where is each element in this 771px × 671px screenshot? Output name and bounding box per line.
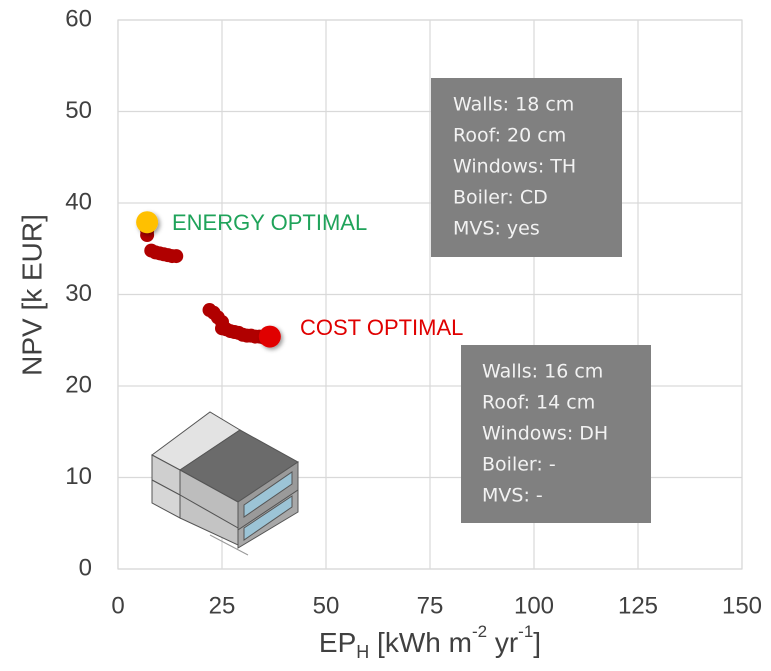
info-box — [431, 78, 622, 257]
annotation: ENERGY OPTIMAL — [172, 210, 367, 235]
info-line: Boiler: - — [482, 454, 556, 476]
point — [258, 325, 281, 348]
y-tick-label: 10 — [65, 463, 92, 490]
x-tick-label: 0 — [111, 592, 124, 619]
info-line: Walls: 16 cm — [482, 361, 603, 383]
info-box — [461, 345, 651, 523]
x-tick-label: 75 — [417, 592, 444, 619]
x-label-part: yr — [487, 627, 518, 658]
x-label-part: -1 — [518, 622, 533, 641]
info-line: Boiler: CD — [453, 187, 548, 209]
info-line: Windows: TH — [453, 156, 576, 178]
building-icon — [151, 411, 299, 556]
x-tick-label: 50 — [313, 592, 340, 619]
info-line: MVS: - — [482, 485, 543, 507]
point — [169, 249, 184, 264]
x-axis-label: EPH [kWh m-2 yr-1] — [319, 622, 541, 661]
x-label-part: ] — [533, 627, 541, 658]
y-tick-label: 60 — [65, 5, 92, 32]
marks — [136, 211, 281, 348]
x-label-part: EP — [319, 627, 356, 658]
x-tick-label: 25 — [209, 592, 236, 619]
annotation: COST OPTIMAL — [300, 315, 463, 340]
info-line: Walls: 18 cm — [453, 94, 574, 116]
x-label-part: [kWh m — [369, 627, 472, 658]
y-axis-label: NPV [k EUR] — [16, 214, 47, 376]
x-label-part: H — [356, 642, 369, 662]
info-line: Roof: 20 cm — [453, 125, 566, 147]
plot-frame — [117, 19, 743, 570]
point — [136, 211, 159, 234]
y-tick-label: 40 — [65, 188, 92, 215]
x-tick-label: 100 — [514, 592, 554, 619]
info-line: Windows: DH — [482, 423, 608, 445]
y-tick-label: 0 — [79, 554, 92, 581]
x-label-part: -2 — [472, 622, 487, 641]
info-line: MVS: yes — [453, 218, 540, 240]
x-tick-label: 150 — [722, 592, 762, 619]
info-line: Roof: 14 cm — [482, 392, 595, 414]
y-tick-label: 30 — [65, 280, 92, 307]
y-tick-label: 50 — [65, 97, 92, 124]
x-tick-label: 125 — [618, 592, 658, 619]
y-tick-label: 20 — [65, 371, 92, 398]
